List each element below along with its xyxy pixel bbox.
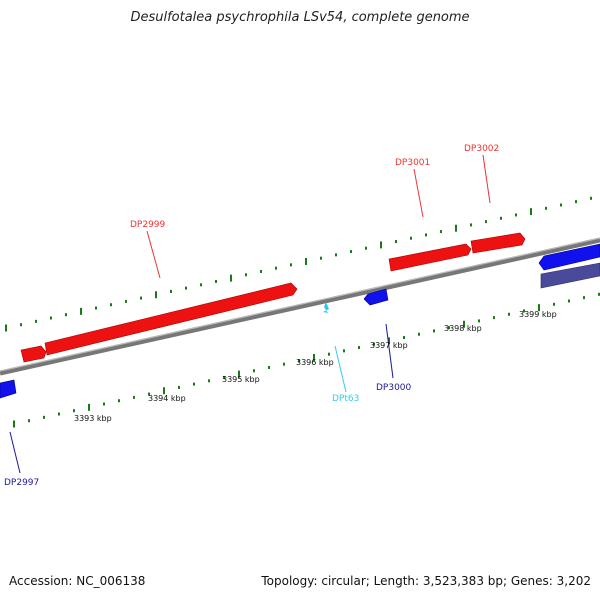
scale-label-3397: 3397 kbp (370, 341, 408, 350)
reverse-genes (0, 243, 600, 399)
scale-label-group: 3393 kbp 3394 kbp 3395 kbp 3396 kbp 3397… (74, 310, 557, 423)
genome-backbone (0, 237, 600, 376)
gene-label-dp3000[interactable]: DP3000 (376, 383, 412, 393)
trna-label-dpt63[interactable]: DPt63 (332, 394, 359, 404)
gene-label-dp2997[interactable]: DP2997 (4, 478, 39, 488)
trna-feature-dpt63[interactable] (323, 302, 329, 313)
scale-tick-row (13, 292, 600, 428)
gene-label-dp3001[interactable]: DP3001 (395, 158, 430, 168)
label-leaders (9, 154, 491, 474)
scale-label-3398: 3398 kbp (444, 324, 482, 333)
page-title: Desulfotalea psychrophila LSv54, complet… (130, 10, 470, 25)
gene-label-group: DP2997 DP2999 DP3000 DP3001 DP3002 DPt63 (4, 144, 499, 488)
gene-feature-dp3003[interactable] (538, 243, 600, 271)
gene-feature-dp3001[interactable] (388, 243, 472, 272)
genome-summary-text: Topology: circular; Length: 3,523,383 bp… (261, 574, 591, 588)
gene-feature-dp3002[interactable] (470, 232, 526, 254)
gene-label-dp2999[interactable]: DP2999 (130, 220, 166, 230)
gene-label-dp3002[interactable]: DP3002 (464, 144, 499, 154)
gene-feature-dp3000[interactable] (363, 288, 389, 306)
scale-label-3399: 3399 kbp (519, 310, 557, 319)
scale-label-3393: 3393 kbp (74, 414, 112, 423)
scale-label-3394: 3394 kbp (148, 394, 186, 403)
scale-label-3396: 3396 kbp (296, 358, 334, 367)
accession-text: Accession: NC_006138 (9, 574, 146, 588)
forward-tick-row (5, 196, 592, 332)
scale-label-3395: 3395 kbp (222, 375, 260, 384)
gene-feature-dp3004[interactable] (540, 262, 600, 289)
forward-genes (20, 232, 526, 363)
gene-feature-dp2999[interactable] (44, 282, 298, 356)
gene-feature-dp2997[interactable] (0, 379, 17, 399)
gene-feature-dp2998[interactable] (20, 345, 47, 363)
